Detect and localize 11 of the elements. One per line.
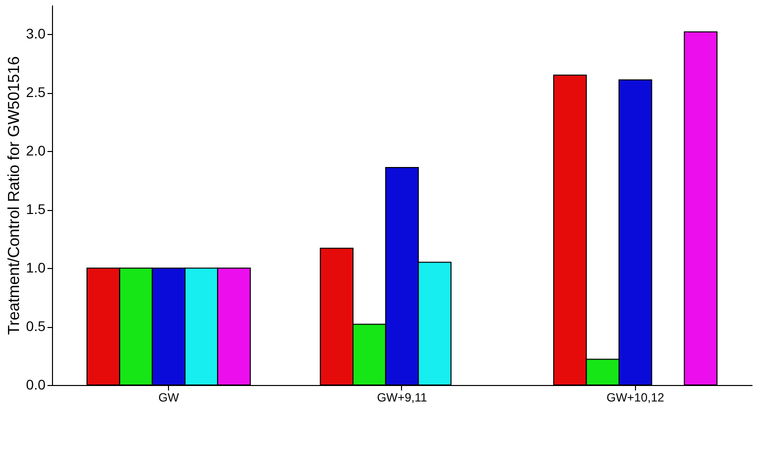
y-tick-label: 0.5 <box>26 318 46 334</box>
y-tick-label: 3.0 <box>26 26 46 42</box>
y-tick-label: 1.0 <box>26 260 46 276</box>
x-tick-label: GW <box>158 390 180 404</box>
x-tick-label: GW+10,12 <box>606 390 665 404</box>
x-tick-label: GW+9,11 <box>376 390 428 404</box>
y-tick-label: 0.0 <box>26 376 46 392</box>
y-axis-title: Treatment/Control Ratio for GW501516 <box>6 56 24 335</box>
y-tick-label: 1.5 <box>26 201 46 218</box>
y-tick-label: 2.0 <box>26 142 46 159</box>
y-tick-label: 2.5 <box>26 84 46 100</box>
